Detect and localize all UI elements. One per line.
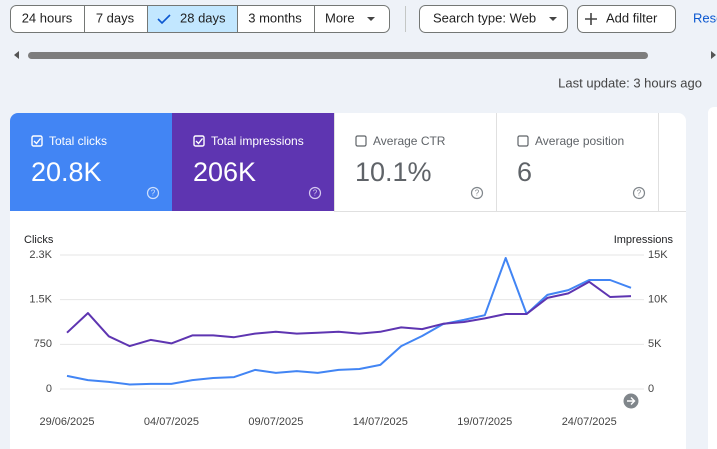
- selected-segment: [147, 6, 237, 32]
- clicks-tile: Total clicks 20.8K ?: [31, 134, 160, 200]
- y-axis-title: Clicks: [24, 234, 54, 246]
- metric-value: 6: [517, 157, 532, 187]
- x-tick-label: 29/06/2025: [39, 416, 94, 428]
- help-icon[interactable]: [308, 186, 322, 200]
- range-3m[interactable]: 3 months: [248, 10, 302, 25]
- search-type[interactable]: Search type: Web: [433, 10, 536, 25]
- x-tick-label: 24/07/2025: [562, 416, 617, 428]
- y-tick-label: 0: [46, 383, 52, 395]
- metric-tile[interactable]: [334, 113, 496, 211]
- help-icon[interactable]: [146, 186, 160, 200]
- help-glyph: ?: [475, 189, 480, 198]
- help-glyph: ?: [151, 189, 156, 198]
- impressions-tile: Total impressions 206K ?: [193, 134, 322, 200]
- search-type-chip[interactable]: Search type: Web: [419, 5, 568, 33]
- help-icon[interactable]: [470, 186, 484, 200]
- metric-value: 10.1%: [355, 157, 432, 187]
- metric-tile[interactable]: [10, 113, 172, 211]
- help-glyph: ?: [637, 189, 642, 198]
- help-glyph: ?: [313, 189, 318, 198]
- reset-link[interactable]: Reset: [693, 10, 717, 25]
- position-tile: Average position 6 ?: [517, 134, 646, 200]
- checkbox[interactable]: [355, 135, 367, 147]
- dropdown-arrow: [367, 17, 375, 21]
- checkbox[interactable]: [517, 135, 529, 147]
- x-tick-label: 09/07/2025: [248, 416, 303, 428]
- dropdown-arrow: [549, 17, 557, 21]
- chip-frame: [577, 5, 676, 33]
- scroll-left[interactable]: [14, 51, 19, 59]
- x-tick-label: 19/07/2025: [457, 416, 512, 428]
- y2-tick-label: 15K: [648, 249, 668, 261]
- y2-axis-title: Impressions: [614, 234, 674, 246]
- metric-label: Total clicks: [49, 134, 107, 148]
- y-tick-label: 1.5K: [29, 294, 52, 306]
- series-line: [66, 257, 632, 386]
- chip-frame: [419, 5, 568, 33]
- series-line: [66, 280, 632, 348]
- scroll-thumb[interactable]: [28, 52, 648, 59]
- y2-tick-label: 5K: [648, 338, 662, 350]
- metric-value: 206K: [193, 157, 256, 187]
- metric-label: Average position: [535, 134, 624, 148]
- range-more[interactable]: More: [325, 10, 355, 25]
- checkbox[interactable]: [193, 135, 205, 147]
- add-filter[interactable]: Add filter: [606, 10, 658, 25]
- check-icon: [195, 138, 204, 145]
- side-card: [708, 107, 717, 449]
- help-icon[interactable]: [632, 186, 646, 200]
- arrow-icon: [627, 397, 636, 405]
- plus-icon: [585, 13, 597, 25]
- range-24h[interactable]: 24 hours: [22, 10, 73, 25]
- ctr-tile: Average CTR 10.1% ?: [355, 134, 484, 200]
- x-tick-label: 04/07/2025: [144, 416, 199, 428]
- range-7d[interactable]: 7 days: [96, 10, 135, 25]
- metric-tile[interactable]: [496, 113, 658, 211]
- metric-label: Total impressions: [211, 134, 304, 148]
- last-update: Last update: 3 hours ago: [558, 75, 702, 90]
- y2-tick-label: 0: [648, 383, 654, 395]
- date-range-control[interactable]: 24 hours 7 days 28 days 3 months More: [10, 5, 390, 33]
- check-icon: [33, 138, 42, 145]
- y2-tick-label: 10K: [648, 294, 668, 306]
- chart: Clicks Impressions 0 750 1.5K 2.3K 0 5K 10K 15K…: [24, 234, 674, 428]
- x-tick-label: 14/07/2025: [353, 416, 408, 428]
- y-tick-label: 2.3K: [29, 249, 52, 261]
- metric-value: 20.8K: [31, 157, 102, 187]
- check-icon: [157, 14, 171, 25]
- metric-label: Average CTR: [373, 134, 446, 148]
- add-filter-chip[interactable]: Add filter: [577, 5, 676, 33]
- scrollbar[interactable]: [14, 51, 716, 59]
- scroll-right[interactable]: [711, 51, 716, 59]
- range-28d[interactable]: 28 days: [180, 10, 226, 25]
- metric-tile[interactable]: [172, 113, 334, 211]
- checkbox[interactable]: [31, 135, 43, 147]
- y-tick-label: 750: [34, 338, 52, 350]
